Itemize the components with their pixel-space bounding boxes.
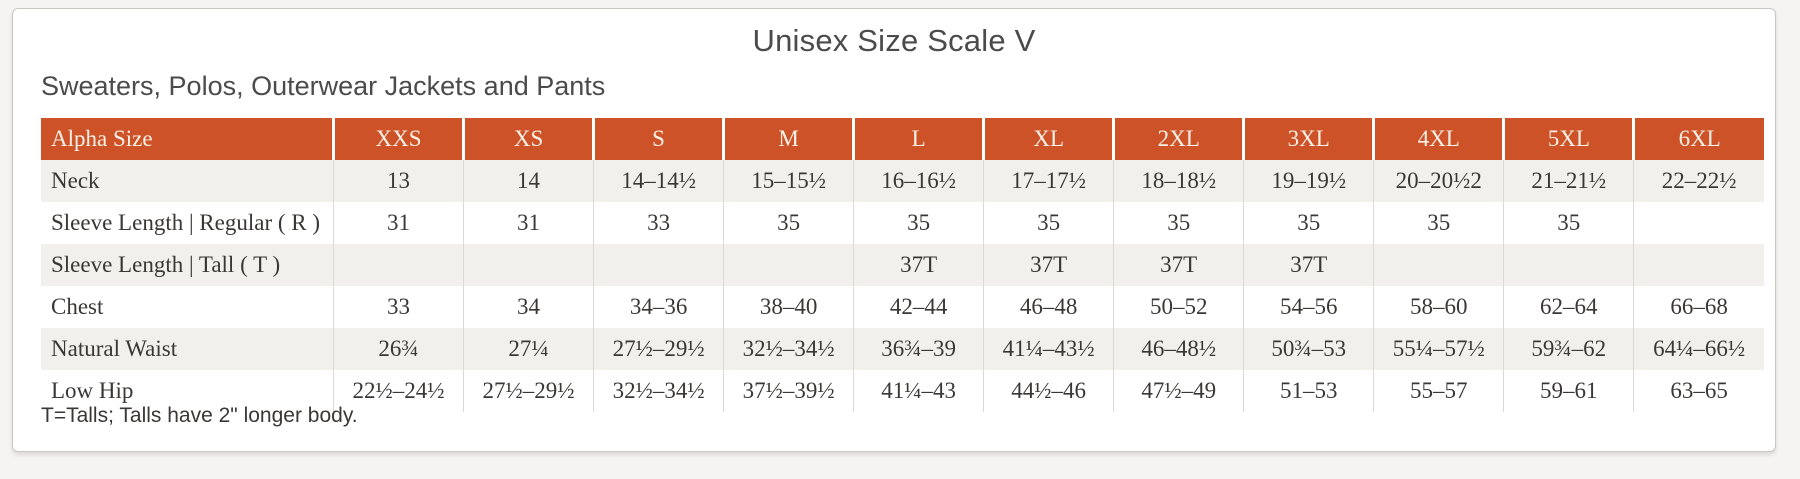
- size-cell: 35: [723, 202, 854, 244]
- row-label: Chest: [51, 294, 104, 319]
- size-cell: 41¼–43: [853, 370, 984, 412]
- size-cell: 17–17½: [983, 160, 1114, 202]
- size-cell: 35: [983, 202, 1114, 244]
- size-cell: 34–36: [593, 286, 724, 328]
- size-cell: 55–57: [1373, 370, 1504, 412]
- size-cell: 44½–46: [983, 370, 1114, 412]
- size-cell: 27½–29½: [463, 370, 594, 412]
- row-label: Sleeve Length | Tall ( T ): [51, 252, 281, 277]
- table-row: Sleeve Length | Regular ( R ) 31 31 33 35 35 3…: [41, 202, 1764, 244]
- size-cell: 27½–29½: [593, 328, 724, 370]
- size-cell: 58–60: [1373, 286, 1504, 328]
- row-label: Neck: [51, 168, 100, 193]
- row-label: Natural Waist: [51, 336, 178, 361]
- size-cell: 41¼–43½: [983, 328, 1114, 370]
- column-header-l: L: [852, 118, 984, 160]
- size-cell: 66–68: [1633, 286, 1764, 328]
- size-cell: [463, 244, 594, 286]
- table-row: Neck 13 14 14–14½ 15–15½ 16–16½ 17–17½ 18–18½ 19…: [41, 160, 1764, 202]
- size-cell: 35: [1503, 202, 1634, 244]
- table-row: Low Hip 22½–24½ 27½–29½ 32½–34½ 37½–39½ 41¼–4…: [41, 370, 1764, 412]
- size-cell: 46–48½: [1113, 328, 1244, 370]
- size-cell: 38–40: [723, 286, 854, 328]
- size-cell: 59–61: [1503, 370, 1634, 412]
- size-cell: 13: [332, 160, 464, 202]
- size-cell: 27¼: [463, 328, 594, 370]
- size-cell: 42–44: [853, 286, 984, 328]
- size-cell: [723, 244, 854, 286]
- table-body: Neck 13 14 14–14½ 15–15½ 16–16½ 17–17½ 18–18½ 19…: [41, 160, 1764, 412]
- size-cell: 32½–34½: [723, 328, 854, 370]
- column-header-3xl: 3XL: [1242, 118, 1374, 160]
- size-cell: 37T: [1113, 244, 1244, 286]
- size-cell: 35: [1243, 202, 1374, 244]
- page-title: Unisex Size Scale V: [752, 23, 1036, 58]
- size-cell: 14–14½: [593, 160, 724, 202]
- size-cell: [593, 244, 724, 286]
- row-label: Low Hip: [51, 378, 134, 403]
- size-cell: [332, 244, 464, 286]
- table-head: Alpha Size XXS XS S M L XL 2XL 3XL 4XL 5XL 6XL: [41, 118, 1764, 160]
- size-cell: 64¼–66½: [1633, 328, 1764, 370]
- table-row: Chest 33 34 34–36 38–40 42–44 46–48 50–52 54–56 5…: [41, 286, 1764, 328]
- size-cell: 33: [593, 202, 724, 244]
- row-label: Sleeve Length | Regular ( R ): [51, 210, 321, 235]
- size-cell: 20–20½2: [1373, 160, 1504, 202]
- column-header-m: M: [722, 118, 854, 160]
- column-header-alpha-size: Alpha Size: [41, 118, 334, 160]
- column-header-s: S: [592, 118, 724, 160]
- table-row: Sleeve Length | Tall ( T ) 37T 37T 37T 37T: [41, 244, 1764, 286]
- size-cell: [1633, 202, 1764, 244]
- size-chart-card: Unisex Size Scale V Sweaters, Polos, Out…: [12, 8, 1776, 452]
- size-cell: [1373, 244, 1504, 286]
- size-cell: 35: [1373, 202, 1504, 244]
- size-cell: 31: [463, 202, 594, 244]
- size-cell: 50–52: [1113, 286, 1244, 328]
- size-cell: 46–48: [983, 286, 1114, 328]
- size-cell: 59¾–62: [1503, 328, 1634, 370]
- column-header-2xl: 2XL: [1112, 118, 1244, 160]
- column-header-6xl: 6XL: [1632, 118, 1764, 160]
- size-cell: [1503, 244, 1634, 286]
- size-cell: 54–56: [1243, 286, 1374, 328]
- size-cell: 32½–34½: [593, 370, 724, 412]
- size-cell: 37T: [983, 244, 1114, 286]
- size-cell: 22–22½: [1633, 160, 1764, 202]
- size-cell: 55¼–57½: [1373, 328, 1504, 370]
- column-header-xxs: XXS: [331, 118, 464, 160]
- size-table: Alpha Size XXS XS S M L XL 2XL 3XL 4XL 5XL 6XL Neck…: [41, 118, 1764, 412]
- size-cell: 63–65: [1633, 370, 1764, 412]
- size-cell: 62–64: [1503, 286, 1634, 328]
- size-cell: 14: [463, 160, 594, 202]
- size-cell: 22½–24½: [332, 370, 464, 412]
- header-row: Alpha Size XXS XS S M L XL 2XL 3XL 4XL 5XL 6XL: [41, 118, 1764, 160]
- chart-subtitle: Sweaters, Polos, Outerwear Jackets and P…: [41, 71, 606, 101]
- size-cell: 37½–39½: [723, 370, 854, 412]
- size-cell: 37T: [1243, 244, 1374, 286]
- column-header-xl: XL: [982, 118, 1114, 160]
- size-cell: 19–19½: [1243, 160, 1374, 202]
- size-cell: 21–21½: [1503, 160, 1634, 202]
- column-header-4xl: 4XL: [1372, 118, 1504, 160]
- size-cell: [1633, 244, 1764, 286]
- size-cell: 15–15½: [723, 160, 854, 202]
- size-cell: 34: [463, 286, 594, 328]
- column-header-xs: XS: [462, 118, 594, 160]
- table-row: Natural Waist 26¾ 27¼ 27½–29½ 32½–34½ 36¾–39 4…: [41, 328, 1764, 370]
- size-cell: 18–18½: [1113, 160, 1244, 202]
- size-cell: 51–53: [1243, 370, 1374, 412]
- size-cell: 35: [1113, 202, 1244, 244]
- size-cell: 26¾: [332, 328, 464, 370]
- column-header-5xl: 5XL: [1502, 118, 1634, 160]
- size-cell: 36¾–39: [853, 328, 984, 370]
- size-cell: 31: [332, 202, 464, 244]
- size-cell: 50¾–53: [1243, 328, 1374, 370]
- size-cell: 37T: [853, 244, 984, 286]
- size-cell: 16–16½: [853, 160, 984, 202]
- size-cell: 33: [332, 286, 464, 328]
- talls-footnote: T=Talls; Talls have 2" longer body.: [41, 404, 358, 427]
- size-cell: 35: [853, 202, 984, 244]
- size-cell: 47½–49: [1113, 370, 1244, 412]
